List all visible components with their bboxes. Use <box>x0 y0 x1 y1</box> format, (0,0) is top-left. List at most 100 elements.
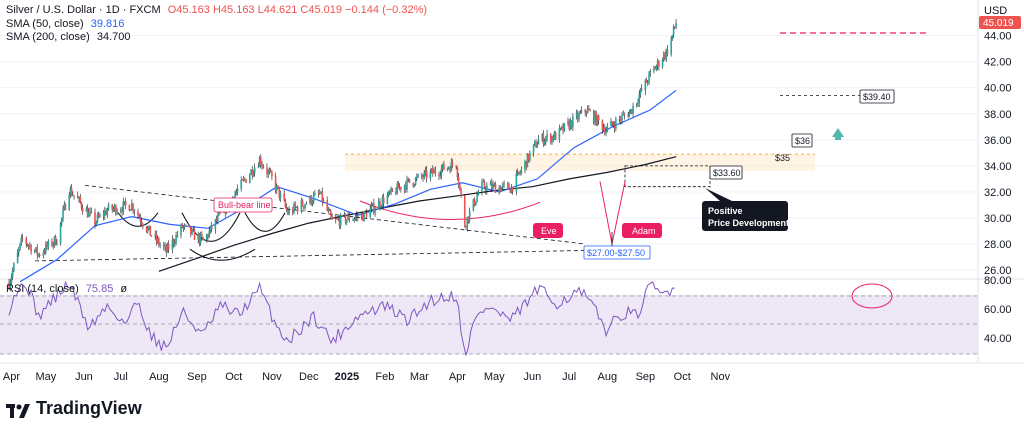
candle-up <box>248 174 251 183</box>
price-axis[interactable]: 26.00 28.00 30.00 32.00 34.00 36.00 38.00 40.00… <box>984 31 1012 345</box>
candle-down <box>412 182 414 186</box>
candle-up <box>578 113 580 120</box>
candle-up <box>334 218 337 220</box>
candle-up <box>653 67 655 72</box>
annotation-shapes <box>34 32 930 262</box>
candle-up <box>468 210 471 221</box>
time-tick-label: Sep <box>187 371 207 383</box>
candle-down <box>241 179 244 181</box>
candle-down <box>330 211 332 217</box>
candle-up <box>476 195 478 202</box>
candle-down <box>149 225 152 236</box>
callout-pointer <box>705 188 732 201</box>
candle-up <box>304 204 306 208</box>
sma-200-line <box>158 156 677 272</box>
candle-up <box>339 214 342 226</box>
candle-up <box>558 127 561 140</box>
candle-down <box>310 196 313 204</box>
candle-up <box>475 201 477 206</box>
rsi-legend-label: RSI (14, close) <box>6 283 79 295</box>
candle-down <box>422 176 424 178</box>
candle-down <box>348 215 351 221</box>
candle-up <box>218 212 220 215</box>
candle-up <box>199 234 202 244</box>
candle-up <box>656 60 659 67</box>
symbol-title[interactable]: Silver / U.S. Dollar · 1D · FXCM <box>6 4 161 16</box>
time-axis[interactable]: Apr May Jun Jul Aug Sep Oct Nov Dec 2025 Feb Mar Apr… <box>3 371 731 383</box>
eve-label: Eve <box>541 226 557 236</box>
candle-down <box>658 60 660 67</box>
candle-down <box>364 211 367 213</box>
candle-down <box>331 216 333 220</box>
candle-up <box>96 214 99 222</box>
candle-down <box>619 118 622 121</box>
candle-up <box>424 170 427 173</box>
candle-up <box>89 211 91 213</box>
candle-up <box>363 211 365 221</box>
cup-arc <box>244 212 286 232</box>
candle-down <box>391 188 394 192</box>
candle-up <box>559 127 562 129</box>
candle-up <box>450 161 453 172</box>
candle-up <box>481 181 483 193</box>
candle-down <box>97 214 100 217</box>
candle-up <box>116 211 118 214</box>
candle-up <box>353 218 356 220</box>
candle-down <box>296 206 299 212</box>
tradingview-logo[interactable]: TradingView <box>6 398 142 419</box>
candle-up <box>267 170 270 174</box>
tradingview-logo-icon <box>6 402 30 418</box>
candle-down <box>291 209 294 213</box>
candle-up <box>10 276 13 283</box>
candle-down <box>271 171 273 177</box>
candle-up <box>13 263 15 271</box>
price-tick-label: 32.00 <box>984 187 1012 199</box>
candle-down <box>562 126 564 132</box>
last-price-label: 45.019 <box>983 18 1014 29</box>
candle-up <box>205 234 208 241</box>
candle-up <box>104 210 106 216</box>
candle-up <box>309 196 311 204</box>
candle-down <box>301 200 304 207</box>
candle-down <box>150 235 153 237</box>
eve-label-box <box>533 223 563 238</box>
sma200-legend[interactable]: SMA (200, close) 34.700 <box>6 31 130 43</box>
candle-down <box>535 142 537 148</box>
rsi-legend[interactable]: RSI (14, close) 75.85 ø <box>6 283 127 295</box>
annotation-labels: Bull-bear line Eve Adam Positive Price Devel… <box>213 89 895 309</box>
candle-up <box>95 221 98 225</box>
candle-down <box>465 226 467 228</box>
candle-up <box>622 114 625 116</box>
time-tick-label: Apr <box>3 371 20 383</box>
candle-up <box>209 225 212 231</box>
time-tick-label: Sep <box>636 371 656 383</box>
candle-down <box>362 214 364 221</box>
candle-down <box>525 161 527 168</box>
candle-up <box>440 168 443 176</box>
candle-down <box>357 215 359 218</box>
candle-up <box>567 121 569 124</box>
price-pane[interactable] <box>0 0 978 277</box>
candle-down <box>262 166 265 168</box>
candle-down <box>162 244 165 248</box>
candle-up <box>500 187 503 192</box>
candle-up <box>371 203 374 206</box>
time-tick-label: Dec <box>299 371 319 383</box>
candle-up <box>639 88 642 95</box>
candle-up <box>252 173 255 176</box>
candle-down <box>294 204 297 208</box>
candle-up <box>655 66 658 70</box>
candle-up <box>386 195 389 204</box>
candle-up <box>113 205 116 209</box>
candle-down <box>491 182 493 189</box>
candle-down <box>585 112 588 114</box>
sma50-legend[interactable]: SMA (50, close) 39.816 <box>6 18 124 30</box>
candle-up <box>257 166 260 168</box>
time-tick-label: Apr <box>449 371 466 383</box>
time-tick-label: Mar <box>410 371 429 383</box>
price-tick-label: 40.00 <box>984 83 1012 95</box>
candle-up <box>250 169 252 175</box>
candle-up <box>529 153 531 161</box>
candle-down <box>326 200 328 211</box>
